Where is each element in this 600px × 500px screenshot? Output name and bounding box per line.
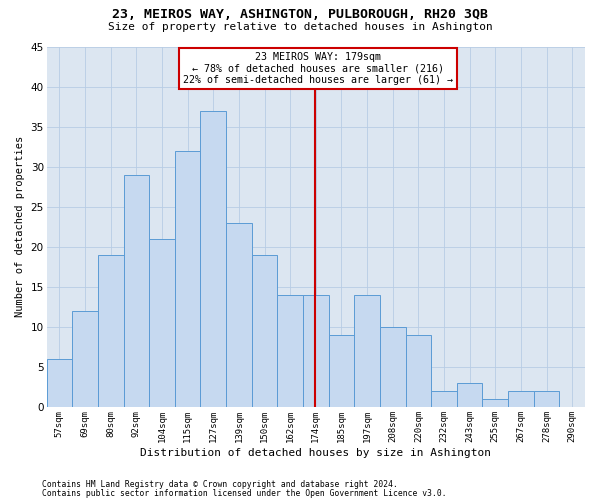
Bar xyxy=(380,327,406,407)
Bar xyxy=(149,238,175,407)
Bar xyxy=(303,295,329,407)
Bar xyxy=(175,150,200,407)
Bar xyxy=(226,222,251,407)
Y-axis label: Number of detached properties: Number of detached properties xyxy=(15,136,25,318)
Text: Contains HM Land Registry data © Crown copyright and database right 2024.: Contains HM Land Registry data © Crown c… xyxy=(42,480,398,489)
Bar xyxy=(98,254,124,407)
Bar xyxy=(354,295,380,407)
Text: Contains public sector information licensed under the Open Government Licence v3: Contains public sector information licen… xyxy=(42,490,446,498)
Bar xyxy=(200,110,226,407)
Bar xyxy=(124,174,149,407)
Bar xyxy=(406,335,431,407)
Bar xyxy=(534,391,559,407)
Text: Size of property relative to detached houses in Ashington: Size of property relative to detached ho… xyxy=(107,22,493,32)
Text: 23, MEIROS WAY, ASHINGTON, PULBOROUGH, RH20 3QB: 23, MEIROS WAY, ASHINGTON, PULBOROUGH, R… xyxy=(112,8,488,20)
Bar xyxy=(508,391,534,407)
Bar xyxy=(457,383,482,407)
Bar xyxy=(251,254,277,407)
Bar xyxy=(72,311,98,407)
Text: 23 MEIROS WAY: 179sqm
← 78% of detached houses are smaller (216)
22% of semi-det: 23 MEIROS WAY: 179sqm ← 78% of detached … xyxy=(184,52,454,85)
Bar xyxy=(482,399,508,407)
X-axis label: Distribution of detached houses by size in Ashington: Distribution of detached houses by size … xyxy=(140,448,491,458)
Bar xyxy=(431,391,457,407)
Bar xyxy=(47,359,72,407)
Bar xyxy=(329,335,354,407)
Bar xyxy=(277,295,303,407)
